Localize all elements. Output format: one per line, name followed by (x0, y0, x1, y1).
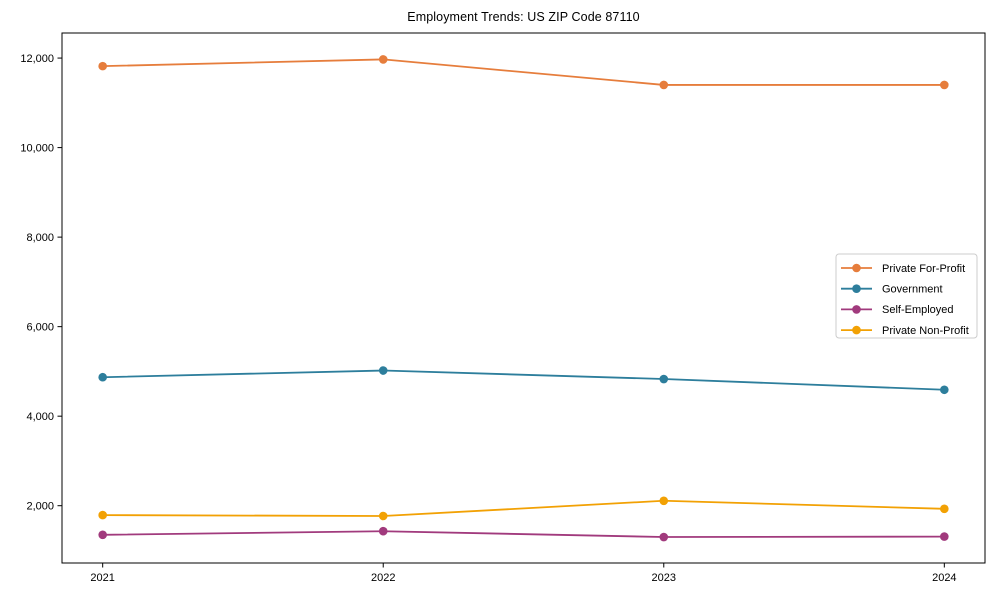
legend-item-private-non-profit: Private Non-Profit (841, 325, 969, 337)
series-marker-government (98, 372, 107, 382)
y-tick-label: 12,000 (20, 53, 54, 65)
series-marker-self-employed (98, 530, 107, 540)
legend-marker (852, 305, 861, 314)
series-marker-self-employed (940, 532, 949, 541)
series-marker-private-for-profit (378, 55, 388, 64)
series-marker-government (659, 374, 669, 384)
y-tick-label: 10,000 (20, 142, 54, 154)
y-tick-label: 2,000 (26, 501, 54, 513)
legend-marker (852, 325, 861, 335)
series-marker-private-for-profit (940, 80, 949, 90)
x-tick-label: 2023 (652, 572, 676, 584)
y-tick-label: 4,000 (26, 411, 54, 423)
chart-title: Employment Trends: US ZIP Code 87110 (407, 10, 640, 24)
series-marker-self-employed (659, 532, 669, 542)
legend-label: Private For-Profit (882, 263, 965, 275)
series-marker-private-non-profit (659, 496, 669, 506)
series-marker-private-for-profit (659, 80, 669, 90)
series-marker-private-for-profit (98, 61, 107, 71)
series-marker-private-non-profit (98, 510, 107, 520)
legend-label: Private Non-Profit (882, 325, 969, 337)
legend-item-self-employed: Self-Employed (841, 304, 954, 316)
series-marker-government (940, 385, 949, 395)
legend-item-private-for-profit: Private For-Profit (841, 263, 965, 275)
y-tick-label: 6,000 (26, 321, 54, 333)
legend-marker (852, 284, 861, 294)
plot-border (61, 32, 986, 564)
series-marker-private-non-profit (940, 504, 949, 514)
series-line-government (102, 369, 945, 391)
series-marker-government (378, 366, 388, 375)
series-marker-self-employed (378, 526, 388, 536)
series-line-private-for-profit (102, 58, 945, 86)
y-tick-label: 8,000 (26, 232, 54, 244)
series-line-self-employed (102, 530, 945, 538)
legend-label: Government (882, 284, 943, 296)
legend-item-government: Government (841, 284, 943, 296)
series-line-private-non-profit (102, 499, 945, 517)
legend-label: Self-Employed (882, 304, 954, 316)
x-tick-label: 2024 (932, 572, 956, 584)
legend-marker (852, 263, 861, 273)
x-tick-label: 2022 (371, 572, 395, 584)
legend-box (835, 253, 978, 339)
series-marker-private-non-profit (378, 511, 388, 521)
x-tick-label: 2021 (90, 572, 114, 584)
